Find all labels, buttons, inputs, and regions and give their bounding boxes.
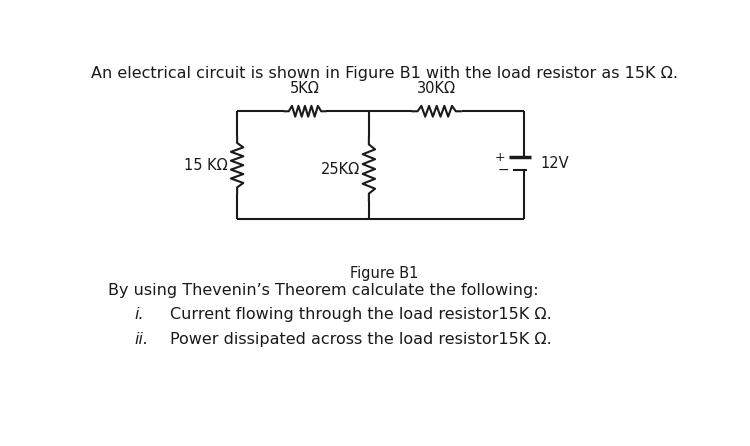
Text: 25KΩ: 25KΩ xyxy=(320,161,359,177)
Text: 15 KΩ: 15 KΩ xyxy=(184,158,228,173)
Text: An electrical circuit is shown in Figure B1 with the load resistor as 15K Ω.: An electrical circuit is shown in Figure… xyxy=(91,66,678,81)
Text: 30KΩ: 30KΩ xyxy=(417,81,456,96)
Text: ii.: ii. xyxy=(134,332,148,347)
Text: 12V: 12V xyxy=(540,156,568,171)
Text: Current flowing through the load resistor15K Ω.: Current flowing through the load resisto… xyxy=(170,307,551,322)
Text: i.: i. xyxy=(134,307,144,322)
Text: 5KΩ: 5KΩ xyxy=(290,81,320,96)
Text: Figure B1: Figure B1 xyxy=(350,266,418,281)
Text: Power dissipated across the load resistor15K Ω.: Power dissipated across the load resisto… xyxy=(170,332,551,347)
Text: By using Thevenin’s Theorem calculate the following:: By using Thevenin’s Theorem calculate th… xyxy=(108,283,538,298)
Text: +: + xyxy=(495,151,506,164)
Text: −: − xyxy=(497,163,509,177)
